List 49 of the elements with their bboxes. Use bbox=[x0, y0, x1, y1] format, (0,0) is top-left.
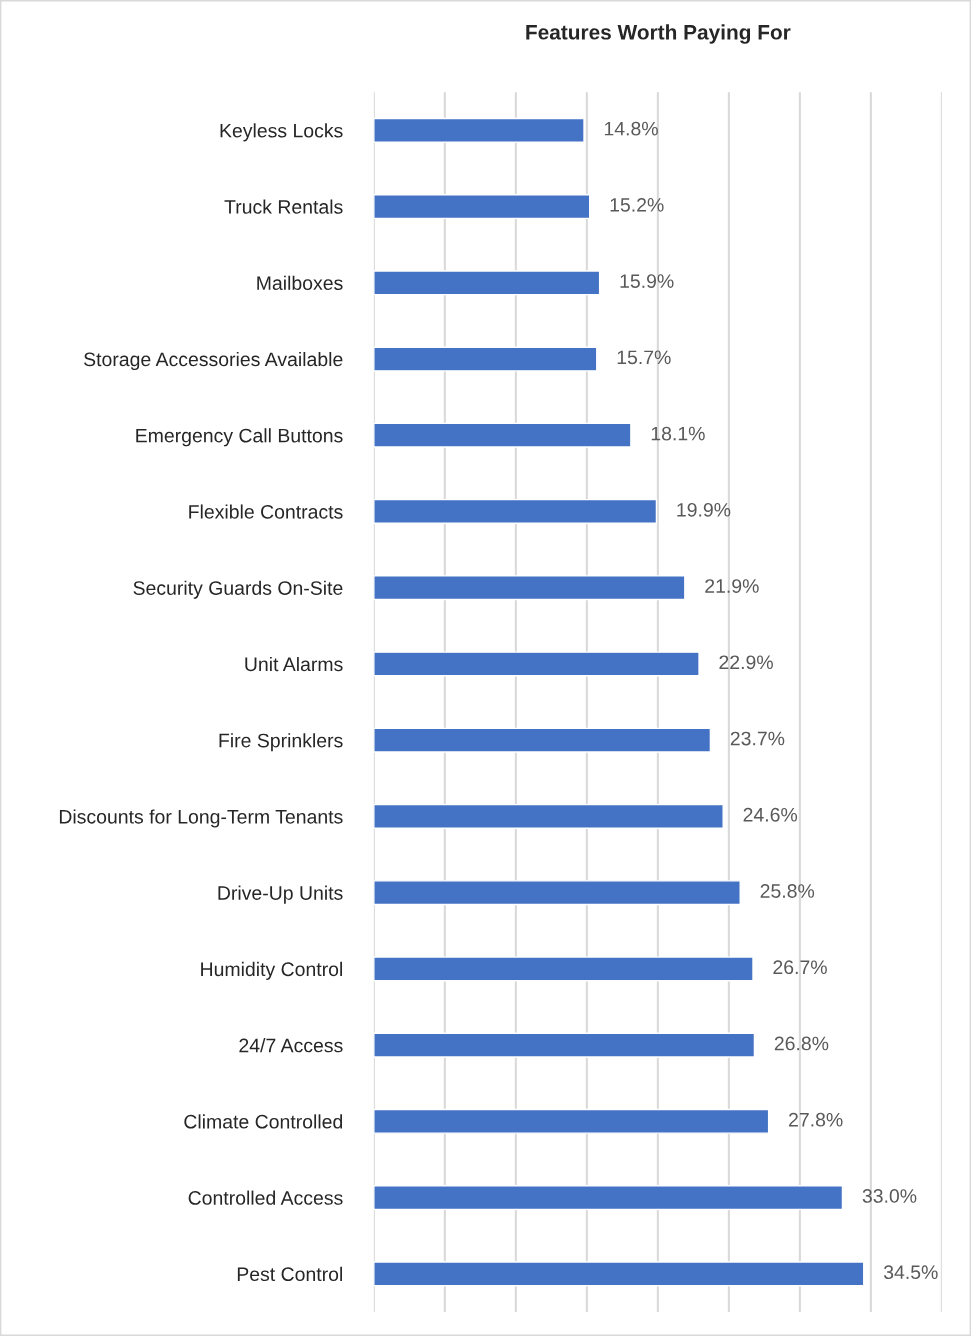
data-label: 23.7% bbox=[730, 731, 785, 746]
bar bbox=[373, 651, 700, 677]
chart-title: Features Worth Paying For bbox=[526, 24, 791, 44]
y-tick-label: Truck Rentals bbox=[224, 199, 343, 214]
y-tick-label: Keyless Locks bbox=[220, 123, 343, 142]
bar bbox=[373, 956, 754, 982]
data-label: 14.8% bbox=[604, 121, 658, 136]
y-tick-label: Drive-Up Units bbox=[218, 885, 343, 904]
y-tick-label: Security Guards On-Site bbox=[133, 580, 343, 599]
bar bbox=[373, 880, 741, 906]
data-label: 18.1% bbox=[651, 426, 705, 441]
y-tick-label: Humidity Control bbox=[201, 961, 342, 980]
data-label: 33.0% bbox=[862, 1189, 917, 1203]
y-tick-label: Mailboxes bbox=[257, 275, 343, 291]
y-tick-label: Pest Control bbox=[237, 1266, 342, 1282]
bar bbox=[373, 803, 724, 829]
bar bbox=[373, 498, 658, 524]
data-label: 25.8% bbox=[760, 884, 815, 898]
bar bbox=[373, 1185, 844, 1211]
data-label: 26.8% bbox=[774, 1036, 829, 1051]
data-label: 24.6% bbox=[743, 807, 798, 822]
bar bbox=[373, 1032, 756, 1058]
y-tick-label: Flexible Contracts bbox=[189, 504, 343, 519]
bar bbox=[373, 575, 686, 601]
bar bbox=[373, 270, 601, 296]
y-tick-label: Controlled Access bbox=[188, 1190, 343, 1205]
bar bbox=[373, 346, 598, 372]
bar bbox=[373, 422, 632, 448]
data-label: 34.5% bbox=[883, 1265, 938, 1280]
data-label: 22.9% bbox=[719, 655, 773, 670]
data-label: 15.7% bbox=[617, 350, 671, 365]
y-tick-label: Emergency Call Buttons bbox=[136, 428, 343, 447]
bar bbox=[373, 727, 712, 753]
y-tick-label: Discounts for Long-Term Tenants bbox=[59, 809, 343, 828]
y-tick-label: Storage Accessories Available bbox=[84, 351, 343, 371]
data-label: 27.8% bbox=[789, 1112, 843, 1127]
bar bbox=[373, 1108, 770, 1134]
y-tick-label: 24/7 Access bbox=[239, 1038, 343, 1053]
data-label: 26.7% bbox=[773, 960, 827, 975]
data-label: 15.9% bbox=[620, 274, 674, 288]
data-label: 19.9% bbox=[677, 502, 731, 517]
bar bbox=[373, 117, 585, 143]
y-tick-label: Fire Sprinklers bbox=[219, 733, 343, 752]
bar bbox=[373, 1261, 865, 1287]
y-tick-label: Climate Controlled bbox=[184, 1114, 343, 1129]
data-label: 15.2% bbox=[610, 197, 664, 212]
y-tick-label: Unit Alarms bbox=[245, 656, 343, 672]
data-label: 21.9% bbox=[705, 579, 759, 593]
bar bbox=[373, 194, 591, 220]
